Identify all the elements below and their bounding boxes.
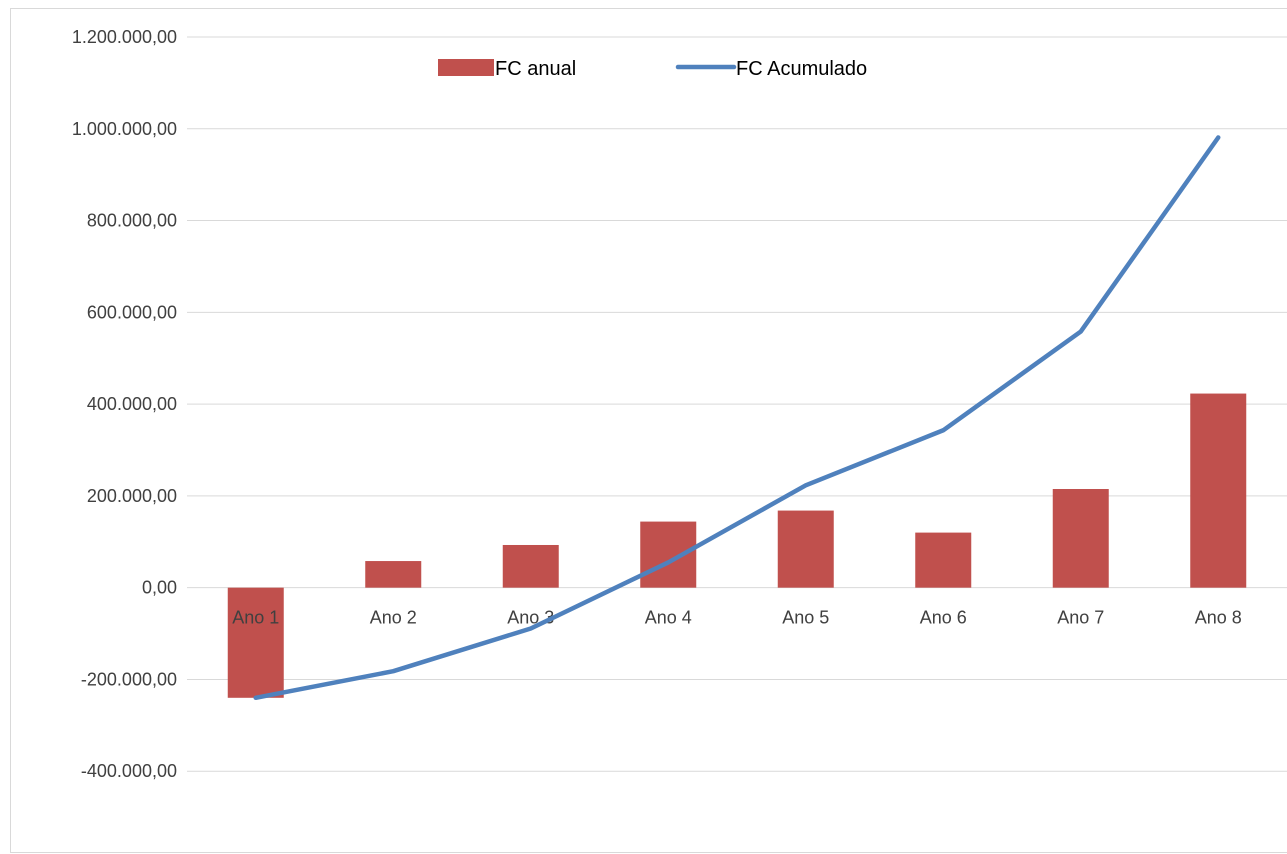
bar-fc-anual bbox=[640, 521, 697, 588]
bar-fc-anual bbox=[915, 532, 972, 588]
y-tick-label: 0,00 bbox=[142, 578, 177, 598]
x-tick-label: Ano 8 bbox=[1195, 608, 1242, 628]
x-axis-tick-labels: Ano 1 Ano 2 Ano 3 Ano 4 Ano 5 Ano 6 Ano 7 Ano 8 bbox=[232, 608, 1242, 628]
y-axis-tick-labels: 1.200.000,00 1.000.000,00 800.000,00 600.00… bbox=[72, 27, 177, 781]
x-tick-label: Ano 5 bbox=[782, 608, 829, 628]
chart-area: 1.200.000,00 1.000.000,00 800.000,00 600.00… bbox=[10, 8, 1287, 853]
y-tick-label: 1.000.000,00 bbox=[72, 119, 177, 139]
bar-fc-anual bbox=[227, 587, 284, 698]
combo-chart: 1.200.000,00 1.000.000,00 800.000,00 600.00… bbox=[72, 27, 1287, 781]
line-fc-acumulado bbox=[253, 135, 1221, 701]
x-tick-label: Ano 6 bbox=[920, 608, 967, 628]
x-tick-label: Ano 4 bbox=[645, 608, 692, 628]
x-tick-label: Ano 2 bbox=[370, 608, 417, 628]
legend-label-fc-acumulado: FC Acumulado bbox=[736, 58, 867, 80]
bar-series-fc-anual bbox=[227, 393, 1247, 698]
bar-fc-anual bbox=[365, 561, 422, 588]
bar-fc-anual bbox=[502, 544, 559, 588]
bar-fc-anual bbox=[1190, 393, 1247, 588]
legend-item-fc-acumulado: FC Acumulado bbox=[675, 58, 867, 80]
legend: FC anual FC Acumulado bbox=[438, 58, 867, 80]
bar-fc-anual bbox=[1052, 489, 1109, 588]
bar-fc-anual bbox=[777, 510, 834, 588]
x-tick-label: Ano 3 bbox=[507, 608, 554, 628]
y-tick-label: -200.000,00 bbox=[81, 669, 177, 689]
x-tick-label: Ano 7 bbox=[1057, 608, 1104, 628]
y-tick-label: 1.200.000,00 bbox=[72, 27, 177, 47]
line-series-fc-acumulado bbox=[253, 135, 1221, 701]
y-tick-label: 200.000,00 bbox=[87, 486, 177, 506]
legend-swatch-bar bbox=[438, 59, 494, 76]
y-tick-label: 600.000,00 bbox=[87, 302, 177, 322]
legend-item-fc-anual: FC anual bbox=[438, 58, 576, 80]
y-tick-label: 800.000,00 bbox=[87, 211, 177, 231]
y-tick-label: 400.000,00 bbox=[87, 394, 177, 414]
legend-label-fc-anual: FC anual bbox=[495, 58, 576, 80]
x-tick-label: Ano 1 bbox=[232, 608, 279, 628]
y-tick-label: -400.000,00 bbox=[81, 761, 177, 781]
gridlines bbox=[187, 36, 1287, 772]
